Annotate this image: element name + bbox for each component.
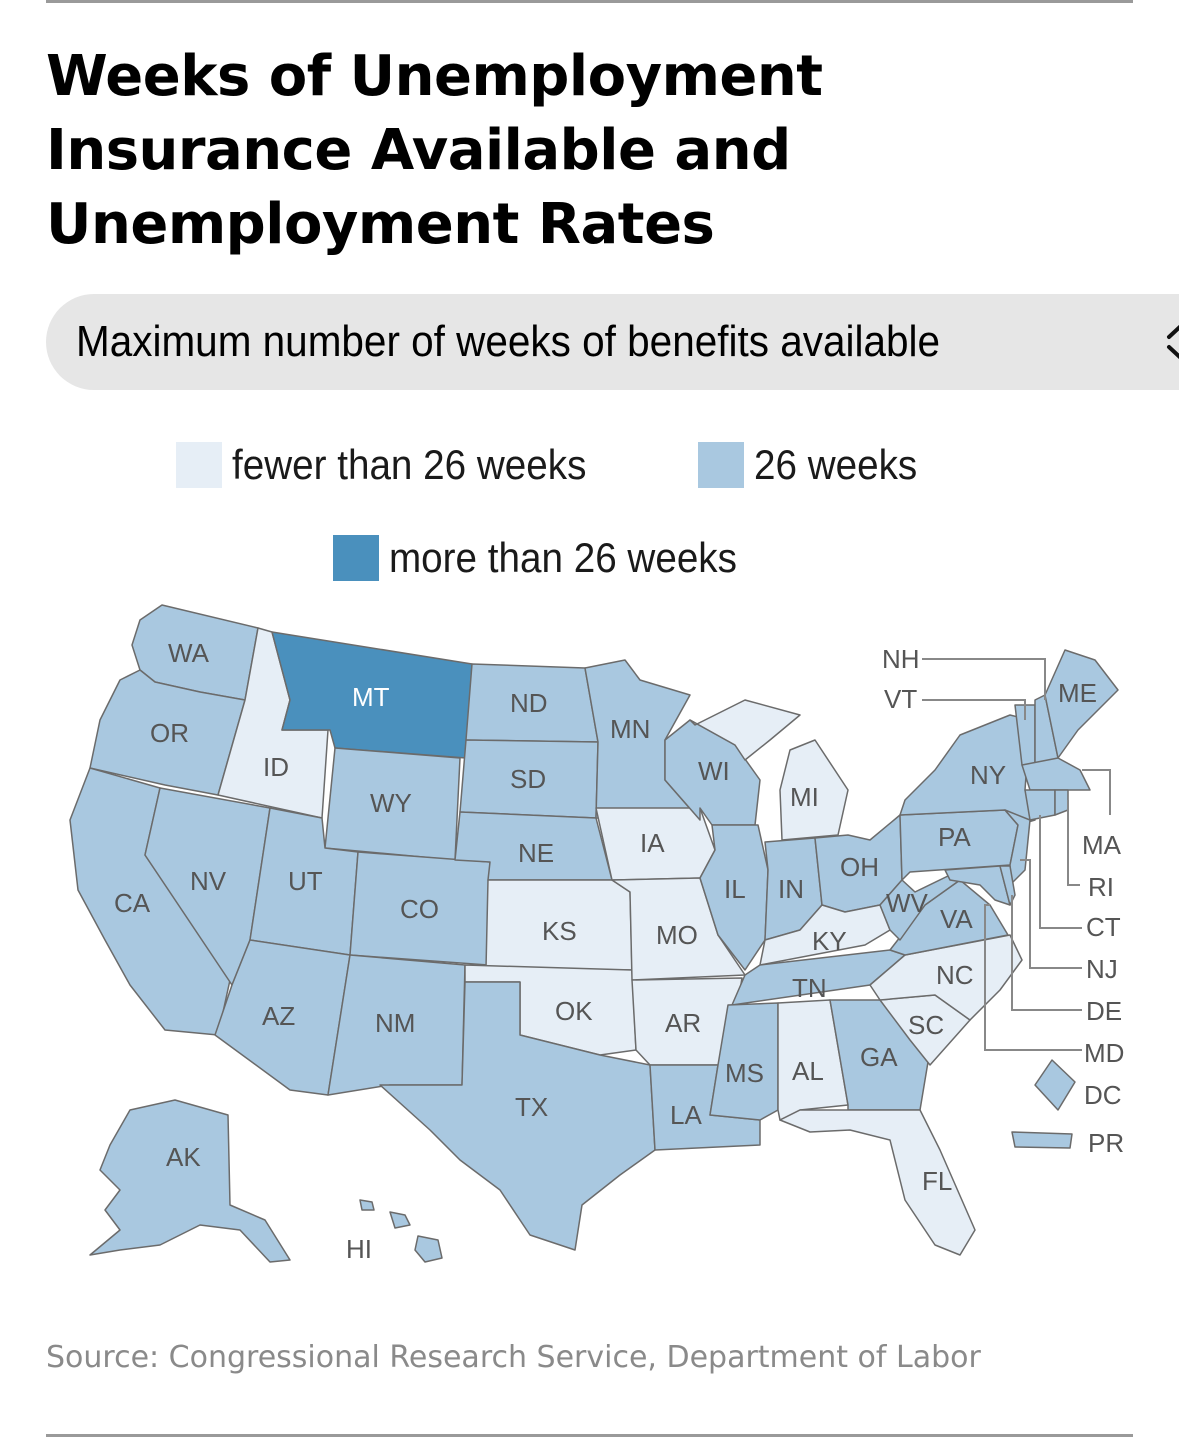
state-MA[interactable]	[1021, 757, 1091, 791]
state-label-VA: VA	[940, 904, 973, 934]
state-TX[interactable]	[379, 981, 656, 1251]
state-label-IA: IA	[640, 828, 665, 858]
state-label-IL: IL	[724, 874, 746, 904]
state-label-PR: PR	[1088, 1128, 1124, 1158]
state-label-MS: MS	[725, 1058, 764, 1088]
state-label-RI: RI	[1088, 872, 1114, 902]
legend-label-26: 26 weeks	[754, 441, 918, 488]
state-RI[interactable]	[1054, 789, 1069, 816]
state-HI[interactable]	[414, 1235, 443, 1263]
state-label-CT: CT	[1086, 912, 1121, 942]
state-label-NV: NV	[190, 866, 227, 896]
state-HI-maui[interactable]	[389, 1211, 411, 1229]
state-label-MN: MN	[610, 714, 650, 744]
state-label-SC: SC	[908, 1010, 944, 1040]
leader-lines	[922, 658, 1111, 1051]
legend-label-fewer: fewer than 26 weeks	[232, 441, 587, 488]
state-label-TN: TN	[792, 973, 827, 1003]
state-FL[interactable]	[779, 1109, 976, 1256]
state-label-OK: OK	[555, 996, 593, 1026]
state-label-WV: WV	[886, 888, 929, 918]
us-map: WA OR CA ID NV MT WY UT AZ CO NM ND SD N…	[69, 604, 1124, 1264]
state-label-LA: LA	[670, 1100, 702, 1130]
state-label-MI: MI	[790, 782, 819, 812]
state-label-KY: KY	[812, 926, 847, 956]
state-label-KS: KS	[542, 916, 577, 946]
state-label-CO: CO	[400, 894, 439, 924]
legend-label-more: more than 26 weeks	[389, 534, 737, 581]
legend-item-26: 26 weeks	[698, 441, 931, 489]
state-label-MA: MA	[1082, 830, 1122, 860]
state-label-AL: AL	[792, 1056, 824, 1086]
state-label-TX: TX	[515, 1092, 548, 1122]
state-label-PA: PA	[938, 822, 971, 852]
metric-selector-label: Maximum number of weeks of benefits avai…	[76, 317, 940, 366]
state-label-HI: HI	[346, 1234, 372, 1264]
state-label-SD: SD	[510, 764, 546, 794]
state-label-NY: NY	[970, 760, 1006, 790]
state-AK[interactable]	[89, 1099, 291, 1263]
state-PR[interactable]	[1011, 1131, 1073, 1149]
legend-item-fewer: fewer than 26 weeks	[176, 441, 617, 489]
state-MI-lower[interactable]	[779, 739, 849, 841]
bottom-divider	[46, 1434, 1133, 1437]
title-line-2: Insurance Available and	[46, 118, 791, 183]
state-label-IN: IN	[778, 874, 804, 904]
state-label-FL: FL	[922, 1166, 952, 1196]
state-label-WA: WA	[168, 638, 210, 668]
state-label-NM: NM	[375, 1008, 415, 1038]
state-OR[interactable]	[89, 669, 246, 796]
state-label-ID: ID	[263, 752, 289, 782]
state-label-GA: GA	[860, 1042, 898, 1072]
legend-item-more: more than 26 weeks	[333, 534, 767, 582]
state-DC[interactable]	[1034, 1059, 1076, 1111]
state-label-AZ: AZ	[262, 1001, 295, 1031]
state-IL[interactable]	[699, 824, 769, 971]
state-label-ME: ME	[1058, 678, 1097, 708]
state-label-NC: NC	[936, 960, 974, 990]
state-label-OR: OR	[150, 718, 189, 748]
state-label-DC: DC	[1084, 1080, 1122, 1110]
state-label-MD: MD	[1084, 1038, 1124, 1068]
state-label-WI: WI	[698, 756, 730, 786]
state-MI[interactable]	[689, 699, 801, 761]
legend-swatch-26	[698, 442, 744, 488]
metric-selector[interactable]: Maximum number of weeks of benefits avai…	[46, 294, 1179, 390]
page-title: Weeks of Unemployment Insurance Availabl…	[46, 40, 1046, 262]
state-label-MO: MO	[656, 920, 698, 950]
state-label-NJ: NJ	[1086, 954, 1118, 984]
state-label-DE: DE	[1086, 996, 1122, 1026]
chevron-up-down-icon[interactable]	[1161, 318, 1179, 366]
state-label-CA: CA	[114, 888, 151, 918]
state-label-OH: OH	[840, 852, 879, 882]
state-label-NH: NH	[882, 644, 920, 674]
legend-swatch-more	[333, 535, 379, 581]
top-divider	[46, 0, 1133, 3]
legend-swatch-fewer	[176, 442, 222, 488]
state-label-NE: NE	[518, 838, 554, 868]
title-line-1: Weeks of Unemployment	[46, 44, 823, 109]
state-label-WY: WY	[370, 788, 412, 818]
state-label-UT: UT	[288, 866, 323, 896]
state-label-AR: AR	[665, 1008, 701, 1038]
state-NY[interactable]	[899, 714, 1036, 826]
state-label-VT: VT	[884, 684, 917, 714]
state-label-ND: ND	[510, 688, 548, 718]
state-label-MT: MT	[352, 682, 390, 712]
source-note: Source: Congressional Research Service, …	[46, 1340, 981, 1375]
state-label-AK: AK	[166, 1142, 201, 1172]
state-labels: WA OR CA ID NV MT WY UT AZ CO NM ND SD N…	[114, 638, 1124, 1264]
state-HI-oahu[interactable]	[359, 1199, 375, 1211]
title-line-3: Unemployment Rates	[46, 192, 715, 257]
